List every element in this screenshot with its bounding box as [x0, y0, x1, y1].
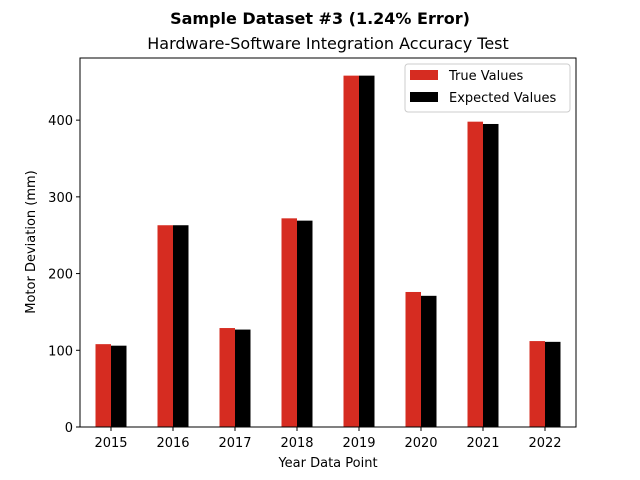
legend-swatch-true-values	[410, 70, 438, 80]
x-tick-label-2020: 2020	[404, 436, 437, 451]
x-tick-label-2015: 2015	[94, 436, 127, 451]
bar-true-values-2017	[219, 328, 235, 427]
plot-frame	[79, 57, 577, 428]
bar-true-values-2019	[343, 75, 359, 427]
legend-swatch-expected-values	[410, 92, 438, 102]
bar-expected-values-2022	[545, 341, 561, 427]
x-axis-label: Year Data Point	[277, 456, 377, 471]
y-tick-label-400: 400	[48, 114, 73, 129]
x-tick-label-2016: 2016	[156, 436, 189, 451]
bar-expected-values-2019	[359, 75, 375, 427]
bar-true-values-2015	[95, 344, 111, 427]
bar-true-values-2022	[529, 341, 545, 427]
legend-label-expected-values: Expected Values	[449, 91, 556, 106]
bar-true-values-2018	[281, 218, 297, 427]
y-axis-label: Motor Deviation (mm)	[24, 170, 39, 313]
x-tick-label-2018: 2018	[280, 436, 313, 451]
legend-box	[404, 63, 571, 113]
x-tick-label-2021: 2021	[466, 436, 499, 451]
x-tick-label-2022: 2022	[528, 436, 561, 451]
y-tick-label-200: 200	[48, 268, 73, 283]
bars-group	[95, 75, 561, 428]
x-tick-label-2017: 2017	[218, 436, 251, 451]
y-tick-label-100: 100	[48, 344, 73, 359]
bar-true-values-2016	[157, 225, 173, 427]
bar-expected-values-2021	[483, 123, 499, 427]
y-tick-label-300: 300	[48, 191, 73, 206]
x-tick-label-2019: 2019	[342, 436, 375, 451]
y-tick-label-0: 0	[65, 421, 73, 436]
legend: True Values Expected Values	[404, 63, 571, 113]
bar-expected-values-2017	[235, 329, 251, 427]
bar-true-values-2020	[405, 291, 421, 427]
bar-expected-values-2016	[173, 225, 189, 427]
bar-expected-values-2018	[297, 220, 313, 427]
bar-true-values-2021	[467, 121, 483, 428]
bar-expected-values-2020	[421, 295, 437, 427]
legend-label-true-values: True Values	[448, 69, 523, 84]
bar-expected-values-2015	[111, 345, 127, 427]
chart-subtitle: Hardware-Software Integration Accuracy T…	[147, 34, 509, 53]
x-axis-ticks: 2015 2016 2017 2018 2019 2020 2021 2022	[94, 427, 562, 451]
chart-title: Sample Dataset #3 (1.24% Error)	[170, 9, 470, 28]
y-axis-ticks: 0 100 200 300 400	[48, 114, 80, 436]
